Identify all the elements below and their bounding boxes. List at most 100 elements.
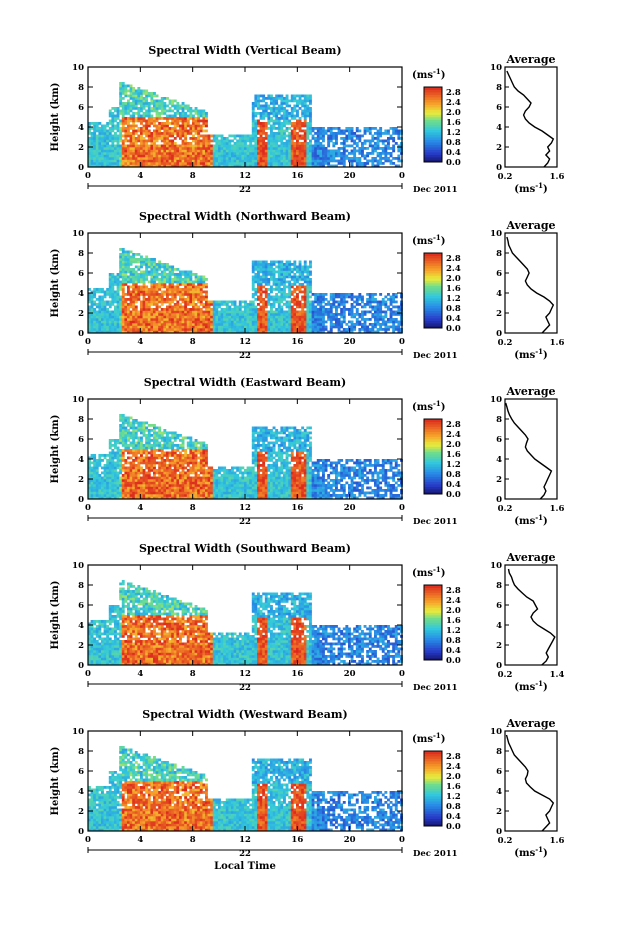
colorbar-segment bbox=[424, 768, 442, 772]
colorbar-tick-label: 0.8 bbox=[446, 636, 461, 646]
unit-exp: -1 bbox=[433, 399, 441, 408]
unit-base: (ms bbox=[412, 734, 433, 745]
colorbar-segment bbox=[424, 265, 442, 269]
unit-exp: -1 bbox=[535, 845, 543, 854]
colorbar-segment bbox=[424, 260, 442, 264]
colorbar-segment bbox=[424, 657, 442, 661]
colorbar-tick-label: 1.6 bbox=[446, 450, 461, 460]
colorbar-tick-label: 1.2 bbox=[446, 460, 461, 470]
profile-unit: (ms-1) bbox=[514, 513, 547, 527]
colorbar-segment bbox=[424, 300, 442, 304]
colorbar-segment bbox=[424, 273, 442, 276]
heatmap-cells bbox=[88, 580, 403, 666]
colorbar-tick-label: 2.0 bbox=[446, 274, 461, 284]
y-tick-label: 2 bbox=[78, 807, 84, 817]
profile-y-tick-label: 10 bbox=[490, 561, 502, 571]
unit-close: ) bbox=[441, 402, 446, 413]
colorbar-segment bbox=[424, 625, 442, 628]
y-tick-label: 6 bbox=[78, 269, 84, 279]
profile-x-tick-label: 1.6 bbox=[550, 338, 565, 348]
colorbar-segment bbox=[424, 280, 442, 284]
colorbar-segment bbox=[424, 303, 442, 306]
x-tick-label: 0 bbox=[399, 171, 405, 181]
colorbar-segment bbox=[424, 288, 442, 291]
profile-y-tick-label: 0 bbox=[496, 661, 502, 671]
colorbar-tick-label: 0.8 bbox=[446, 802, 461, 812]
x-tick-label: 0 bbox=[399, 835, 405, 845]
profile-line bbox=[505, 734, 555, 832]
profile-y-tick-label: 8 bbox=[496, 83, 502, 93]
unit-exp: -1 bbox=[535, 513, 543, 522]
profile-x-tick-label: 1.4 bbox=[550, 670, 565, 680]
colorbar-segment bbox=[424, 142, 442, 145]
profile-y-tick-label: 2 bbox=[496, 641, 502, 651]
colorbar-segment bbox=[424, 471, 442, 475]
colorbar-segment bbox=[424, 622, 442, 626]
profile-y-tick-label: 10 bbox=[490, 395, 502, 405]
colorbar-segment bbox=[424, 112, 442, 115]
colorbar-segment bbox=[424, 157, 442, 160]
colorbar-segment bbox=[424, 114, 442, 118]
x-tick-label: 12 bbox=[239, 835, 251, 845]
colorbar: 0.00.40.81.21.62.02.42.8(ms-1) bbox=[412, 731, 461, 832]
unit-base: (ms bbox=[514, 184, 535, 195]
x-tick-label: 8 bbox=[190, 669, 196, 679]
colorbar-tick-label: 2.0 bbox=[446, 772, 461, 782]
chart-title: Spectral Width (Westward Beam) bbox=[142, 708, 347, 721]
colorbar-tick-label: 1.6 bbox=[446, 284, 461, 294]
colorbar-segment bbox=[424, 615, 442, 618]
unit-exp: -1 bbox=[433, 565, 441, 574]
x-tick-label: 12 bbox=[239, 337, 251, 347]
profile-unit: (ms-1) bbox=[514, 181, 547, 195]
unit-close: ) bbox=[543, 682, 548, 693]
x-tick-label: 20 bbox=[344, 669, 356, 679]
colorbar-segment bbox=[424, 315, 442, 319]
colorbar-segment bbox=[424, 313, 442, 316]
unit-exp: -1 bbox=[433, 731, 441, 740]
date-day: 22 bbox=[239, 351, 251, 361]
colorbar-segment bbox=[424, 275, 442, 279]
unit-close: ) bbox=[543, 184, 548, 195]
profile-x-tick-label: 0.2 bbox=[498, 836, 513, 846]
colorbar-segment bbox=[424, 753, 442, 757]
colorbar-segment bbox=[424, 278, 442, 281]
x-tick-label: 12 bbox=[239, 503, 251, 513]
colorbar-tick-label: 0.8 bbox=[446, 138, 461, 148]
date-month: Dec 2011 bbox=[413, 185, 458, 195]
profile-y-tick-label: 8 bbox=[496, 249, 502, 259]
y-tick-label: 4 bbox=[78, 455, 84, 465]
colorbar-tick-label: 1.6 bbox=[446, 118, 461, 128]
colorbar-segment bbox=[424, 132, 442, 135]
y-tick-label: 10 bbox=[72, 229, 84, 239]
colorbar-tick-label: 0.4 bbox=[446, 480, 461, 490]
colorbar-segment bbox=[424, 87, 442, 90]
colorbar-segment bbox=[424, 640, 442, 643]
colorbar-segment bbox=[424, 600, 442, 603]
date-month: Dec 2011 bbox=[413, 517, 458, 527]
colorbar-segment bbox=[424, 436, 442, 440]
colorbar-segment bbox=[424, 439, 442, 442]
y-tick-label: 2 bbox=[78, 309, 84, 319]
colorbar-tick-label: 1.6 bbox=[446, 616, 461, 626]
colorbar-segment bbox=[424, 474, 442, 477]
colorbar-segment bbox=[424, 758, 442, 762]
colorbar-segment bbox=[424, 610, 442, 613]
colorbar: 0.00.40.81.21.62.02.42.8(ms-1) bbox=[412, 233, 461, 334]
colorbar-segment bbox=[424, 617, 442, 621]
colorbar-segment bbox=[424, 612, 442, 616]
y-tick-label: 8 bbox=[78, 249, 84, 259]
y-axis-label: Height (km) bbox=[50, 249, 61, 318]
profile-title: Average bbox=[505, 717, 555, 730]
x-tick-label: 0 bbox=[85, 503, 91, 513]
colorbar-segment bbox=[424, 635, 442, 638]
colorbar-tick-label: 2.4 bbox=[446, 762, 461, 772]
unit-base: (ms bbox=[514, 682, 535, 693]
x-tick-label: 0 bbox=[85, 171, 91, 181]
colorbar-tick-label: 1.6 bbox=[446, 782, 461, 792]
colorbar-segment bbox=[424, 798, 442, 802]
heatmap-cells bbox=[88, 414, 403, 500]
colorbar-segment bbox=[424, 298, 442, 301]
colorbar-segment bbox=[424, 97, 442, 100]
y-tick-label: 2 bbox=[78, 143, 84, 153]
